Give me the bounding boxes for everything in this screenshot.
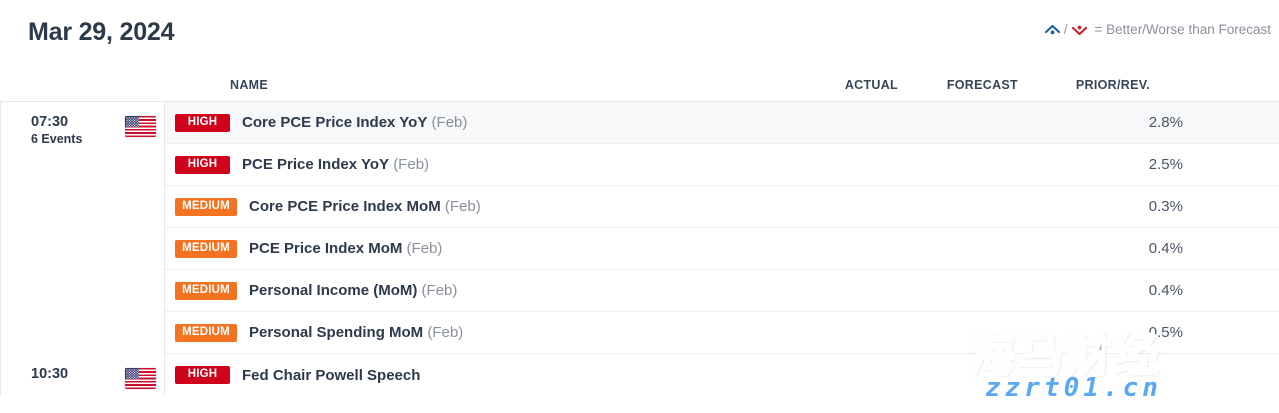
- column-header-name: NAME: [230, 78, 269, 92]
- table-row[interactable]: MEDIUM Personal Income (MoM) (Feb) 0.4% …: [165, 270, 1279, 312]
- table-row[interactable]: MEDIUM Personal Spending MoM (Feb) 0.5% …: [165, 312, 1279, 354]
- chevron-down-dot-icon: [1071, 23, 1088, 37]
- prior-value: 1%: [1205, 282, 1279, 299]
- page-title: Mar 29, 2024: [28, 18, 175, 46]
- impact-badge: MEDIUM: [175, 323, 237, 342]
- event-name[interactable]: Core PCE Price Index YoY (Feb): [242, 114, 467, 131]
- group-events-count: 6 Events: [31, 132, 83, 146]
- event-name[interactable]: Fed Chair Powell Speech: [242, 367, 420, 384]
- event-period: (Feb): [406, 240, 443, 257]
- forecast-value: 0.3%: [1148, 198, 1183, 215]
- impact-badge: MEDIUM: [175, 239, 237, 258]
- table-row[interactable]: MEDIUM Core PCE Price Index MoM (Feb) 0.…: [165, 186, 1279, 228]
- event-name[interactable]: PCE Price Index MoM (Feb): [249, 240, 442, 257]
- chevron-up-dot-icon: [1044, 23, 1061, 37]
- event-period: (Feb): [393, 156, 430, 173]
- event-group: 10:30 HIGH Fed Chair Powell Speech: [0, 354, 1279, 396]
- impact-badge: HIGH: [175, 366, 230, 384]
- impact-badge: MEDIUM: [175, 281, 237, 300]
- group-time: 07:30: [31, 114, 69, 130]
- column-header-actual: ACTUAL: [844, 78, 898, 92]
- time-cell: 07:30 6 Events: [0, 102, 165, 354]
- event-name[interactable]: Core PCE Price Index MoM (Feb): [249, 198, 481, 215]
- legend-separator: /: [1063, 22, 1068, 37]
- us-flag-icon: [125, 116, 156, 137]
- impact-badge: HIGH: [175, 113, 230, 132]
- event-name-text: Personal Spending MoM: [249, 324, 424, 341]
- column-header-prior: PRIOR/REV.: [1075, 78, 1150, 92]
- event-rows: HIGH Core PCE Price Index YoY (Feb) 2.8%…: [165, 102, 1279, 354]
- forecast-value: 0.5%: [1148, 324, 1183, 341]
- impact-badge: HIGH: [175, 155, 230, 174]
- forecast-value: 2.5%: [1148, 156, 1183, 173]
- prior-value: 2.8%: [1205, 114, 1279, 131]
- event-name[interactable]: Personal Income (MoM) (Feb): [249, 282, 457, 299]
- prior-value: 2.4%: [1205, 156, 1279, 173]
- event-name[interactable]: PCE Price Index YoY (Feb): [242, 156, 429, 173]
- event-name-text: Personal Income (MoM): [249, 282, 418, 299]
- prior-value: 0.2%: [1205, 324, 1279, 341]
- page-header: Mar 29, 2024 / = Better/Worse than Forec…: [0, 0, 1279, 72]
- legend: / = Better/Worse than Forecast: [1044, 22, 1271, 37]
- event-name[interactable]: Personal Spending MoM (Feb): [249, 324, 463, 341]
- time-cell: 10:30: [0, 354, 165, 396]
- event-period: (Feb): [421, 282, 458, 299]
- table-row[interactable]: HIGH PCE Price Index YoY (Feb) 2.5% 2.4%: [165, 144, 1279, 186]
- table-header-row: NAME ACTUAL FORECAST PRIOR/REV.: [0, 72, 1279, 102]
- forecast-value: 0.4%: [1148, 240, 1183, 257]
- event-name-text: Core PCE Price Index YoY: [242, 114, 428, 131]
- event-name-text: Fed Chair Powell Speech: [242, 366, 421, 384]
- table-row[interactable]: HIGH Fed Chair Powell Speech: [165, 354, 1279, 396]
- us-flag-icon: [125, 368, 156, 389]
- impact-badge: MEDIUM: [175, 197, 237, 216]
- event-period: (Feb): [431, 114, 468, 131]
- prior-value: 0.4%: [1205, 198, 1279, 215]
- table-row[interactable]: MEDIUM PCE Price Index MoM (Feb) 0.4% 0.…: [165, 228, 1279, 270]
- event-period: (Feb): [427, 324, 464, 341]
- event-group: 07:30 6 Events HIGH Core PCE Price Index…: [0, 102, 1279, 354]
- table-row[interactable]: HIGH Core PCE Price Index YoY (Feb) 2.8%…: [165, 102, 1279, 144]
- event-name-text: PCE Price Index YoY: [242, 156, 390, 173]
- event-rows: HIGH Fed Chair Powell Speech: [165, 354, 1279, 396]
- forecast-value: 2.8%: [1148, 114, 1183, 131]
- event-name-text: PCE Price Index MoM: [249, 240, 403, 257]
- column-header-forecast: FORECAST: [946, 78, 1018, 92]
- event-name-text: Core PCE Price Index MoM: [249, 198, 441, 215]
- prior-value: 0.3%: [1205, 240, 1279, 257]
- economic-events-table: NAME ACTUAL FORECAST PRIOR/REV. 07:30 6 …: [0, 72, 1279, 396]
- group-time: 10:30: [31, 366, 69, 382]
- legend-label: = Better/Worse than Forecast: [1094, 22, 1271, 37]
- event-period: (Feb): [444, 198, 481, 215]
- forecast-value: 0.4%: [1148, 282, 1183, 299]
